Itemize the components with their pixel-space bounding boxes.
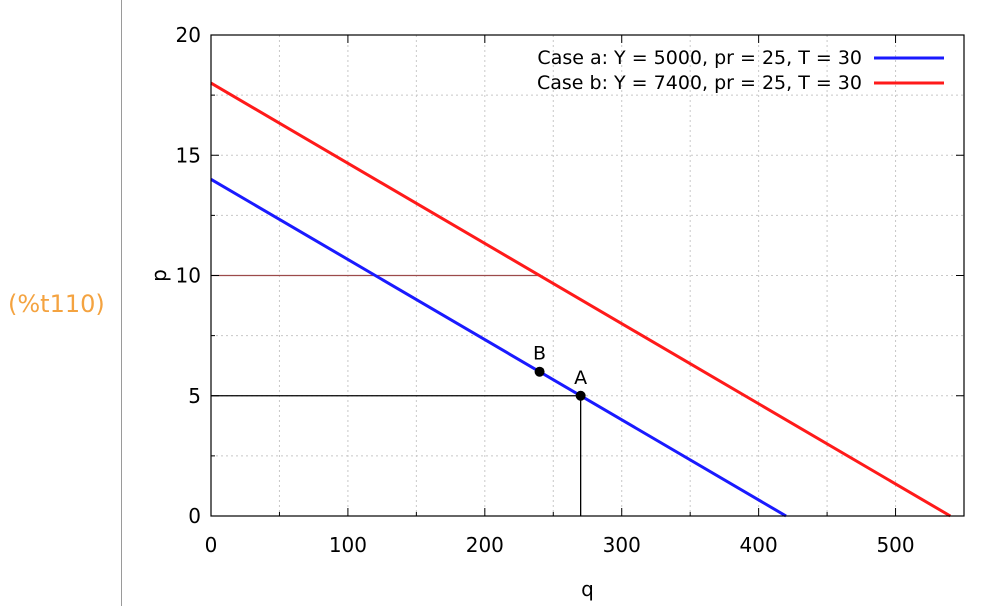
guide-lines bbox=[211, 274, 582, 516]
x-axis-label: q bbox=[581, 577, 594, 601]
y-tick-label: 15 bbox=[176, 143, 201, 167]
point-label-a: A bbox=[574, 367, 587, 389]
y-tick-label: 5 bbox=[188, 384, 201, 408]
x-tick-label: 200 bbox=[466, 533, 504, 557]
y-tick-label: 20 bbox=[176, 23, 201, 47]
point-b bbox=[534, 366, 545, 377]
y-tick-label: 0 bbox=[188, 504, 201, 528]
axis-ticks: 0 100 200 300 400 500 0 5 10 15 20 bbox=[176, 23, 964, 557]
data-points: BA bbox=[533, 343, 587, 401]
series-line-case-b bbox=[210, 81, 952, 518]
legend: Case a: Y = 5000, pr = 25, T = 30 Case b:… bbox=[537, 47, 944, 94]
legend-entry-label: Case b: Y = 7400, pr = 25, T = 30 bbox=[537, 72, 862, 94]
point-a bbox=[575, 390, 586, 401]
x-tick-label: 500 bbox=[876, 533, 914, 557]
x-tick-label: 400 bbox=[740, 533, 778, 557]
point-label-b: B bbox=[533, 343, 546, 365]
output-label: (%t110) bbox=[8, 290, 105, 318]
x-tick-label: 0 bbox=[205, 533, 218, 557]
y-axis-label: p bbox=[147, 269, 171, 282]
legend-entry-label: Case a: Y = 5000, pr = 25, T = 30 bbox=[537, 47, 862, 69]
x-tick-label: 300 bbox=[603, 533, 641, 557]
series-lines bbox=[210, 81, 952, 518]
x-tick-label: 100 bbox=[329, 533, 367, 557]
series-line-case-a bbox=[210, 178, 787, 518]
y-tick-label: 10 bbox=[176, 264, 201, 288]
